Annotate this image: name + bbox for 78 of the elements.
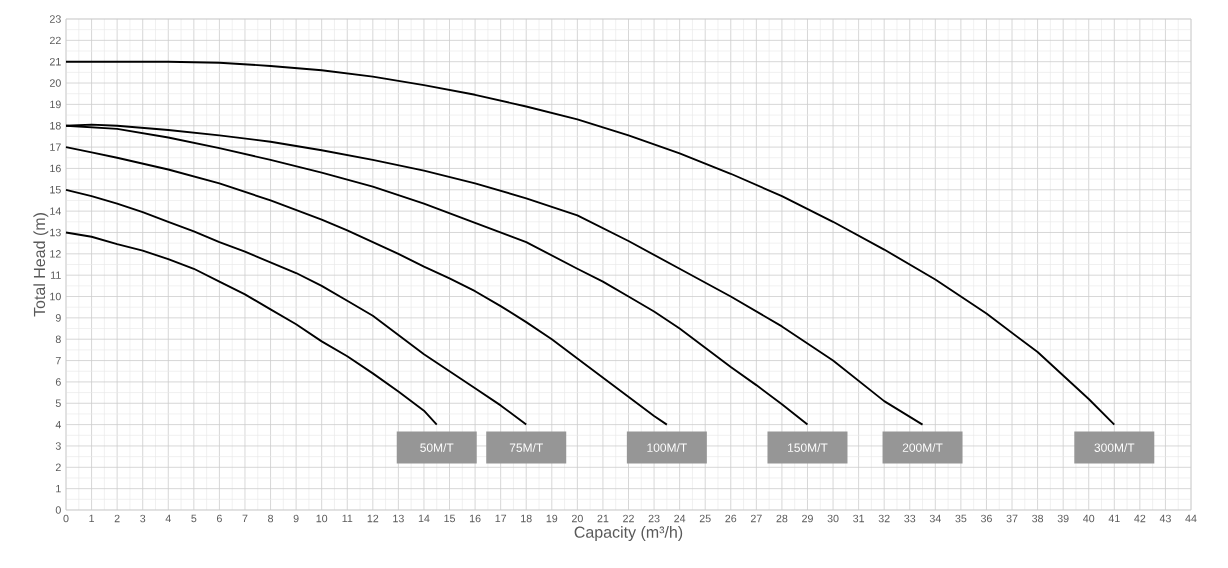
x-tick-label: 38 [1032, 514, 1044, 523]
x-tick-label: 9 [293, 514, 299, 523]
x-tick-label: 28 [776, 514, 788, 523]
x-tick-label: 5 [191, 514, 197, 523]
x-tick-label: 6 [216, 514, 222, 523]
line-series [65, 231, 438, 426]
y-tick-label: 9 [55, 314, 61, 322]
x-tick-label: 21 [597, 514, 609, 523]
x-tick-label: 40 [1083, 514, 1095, 523]
x-tick-label: 10 [316, 514, 328, 523]
x-tick-label: 31 [853, 514, 865, 523]
x-tick-label: 42 [1134, 514, 1146, 523]
x-tick-label: 12 [367, 514, 379, 523]
x-tick-label: 7 [242, 514, 248, 523]
x-tick-label: 30 [827, 514, 839, 523]
y-tick-label: 6 [55, 378, 61, 386]
x-axis-title: Capacity (m³/h) [574, 526, 683, 541]
y-tick-label: 3 [55, 442, 61, 450]
y-tick-label: 14 [50, 207, 61, 215]
x-tick-label: 19 [546, 514, 558, 523]
x-tick-label: 13 [393, 514, 404, 523]
x-tick-label: 41 [1108, 514, 1120, 523]
series-label: 75M/T [509, 443, 543, 452]
x-tick-label: 32 [878, 514, 890, 523]
x-tick-label: 25 [699, 514, 711, 523]
y-axis-title: Total Head (m) [33, 213, 49, 317]
x-tick-label: 14 [418, 514, 430, 523]
x-tick-label: 4 [165, 514, 171, 523]
x-tick-label: 39 [1057, 514, 1069, 523]
y-tick-label: 1 [56, 484, 61, 493]
y-tick-label: 0 [55, 506, 61, 514]
x-tick-label: 34 [929, 514, 941, 523]
y-tick-label: 21 [49, 57, 61, 66]
y-tick-label: 8 [55, 335, 61, 343]
series-label: 100M/T [647, 443, 687, 452]
y-tick-label: 7 [55, 356, 61, 365]
x-tick-label: 11 [342, 514, 353, 523]
x-tick-label: 35 [955, 514, 967, 523]
y-tick-label: 17 [50, 143, 61, 151]
y-tick-label: 20 [49, 79, 61, 87]
y-tick-label: 15 [50, 186, 61, 194]
y-tick-label: 16 [50, 164, 61, 173]
y-tick-label: 4 [55, 420, 61, 429]
x-tick-label: 3 [140, 514, 146, 523]
x-tick-label: 17 [495, 514, 507, 523]
y-tick-label: 12 [50, 250, 61, 258]
x-tick-label: 27 [750, 514, 762, 523]
y-tick-label: 2 [55, 463, 61, 472]
series-label: 50M/T [420, 443, 454, 452]
y-tick-label: 22 [49, 36, 61, 45]
x-tick-label: 0 [63, 514, 69, 523]
y-tick-label: 11 [51, 271, 61, 279]
x-tick-label: 33 [904, 514, 916, 523]
x-tick-label: 29 [802, 514, 813, 523]
x-tick-label: 23 [648, 514, 660, 523]
x-tick-label: 18 [521, 514, 532, 523]
x-tick-label: 37 [1006, 514, 1018, 523]
series-label: 300M/T [1094, 443, 1135, 452]
x-tick-label: 43 [1159, 514, 1171, 523]
y-tick-label: 13 [50, 228, 61, 237]
y-tick-label: 23 [49, 15, 61, 23]
x-tick-label: 16 [469, 514, 481, 523]
x-tick-label: 15 [444, 514, 455, 523]
x-tick-label: 2 [114, 514, 120, 523]
y-tick-label: 19 [50, 100, 61, 109]
x-tick-label: 26 [725, 514, 737, 523]
x-tick-label: 8 [268, 514, 274, 523]
x-tick-label: 20 [571, 514, 583, 523]
x-tick-label: 1 [89, 514, 95, 523]
x-tick-label: 24 [674, 514, 686, 523]
series-label: 200M/T [902, 443, 943, 452]
x-tick-label: 22 [623, 514, 634, 523]
x-tick-label: 44 [1185, 514, 1197, 523]
x-tick-label: 36 [980, 514, 992, 523]
y-tick-label: 10 [50, 292, 61, 301]
y-tick-label: 5 [55, 399, 61, 407]
y-tick-label: 18 [50, 121, 61, 130]
series-label: 150M/T [788, 443, 828, 452]
